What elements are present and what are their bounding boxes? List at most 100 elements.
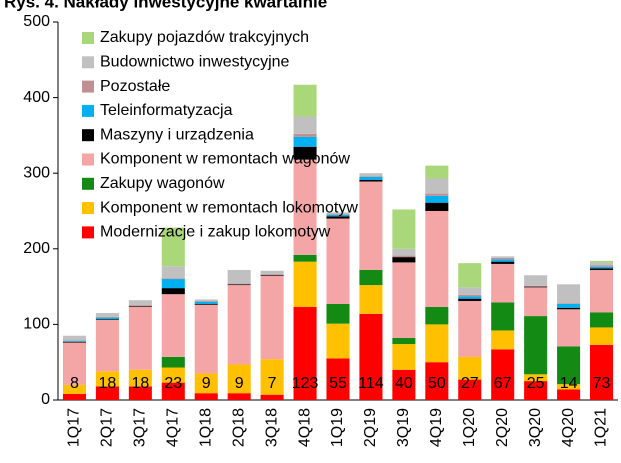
bar-segment	[260, 274, 284, 276]
bar-segment	[392, 209, 416, 249]
bar-segment	[227, 364, 251, 394]
bar-segment	[326, 214, 350, 215]
x-tick-label: 2Q19	[362, 408, 379, 447]
legend-swatch	[82, 153, 94, 166]
bar-segment	[590, 268, 614, 270]
bar-segment	[161, 294, 185, 357]
bar-segment	[359, 176, 383, 177]
bar-segment	[425, 307, 449, 325]
bar-segment	[425, 165, 449, 179]
data-label: 73	[593, 375, 611, 392]
bar-segment	[458, 298, 482, 301]
y-tick-label: 500	[23, 13, 50, 30]
legend-label: Budownictwo inwestycyjne	[100, 54, 290, 71]
x-tick-label: 4Q20	[560, 408, 577, 447]
data-label: 9	[235, 375, 244, 392]
x-tick-label: 4Q19	[428, 408, 445, 447]
x-tick-label: 2Q18	[230, 408, 247, 447]
x-tick-label: 1Q19	[329, 408, 346, 447]
bar-segment	[458, 294, 482, 297]
bar-segment	[392, 369, 416, 400]
bar-segment	[524, 275, 548, 286]
data-label: 55	[329, 375, 347, 392]
legend-label: Zakupy pojazdów trakcyjnych	[100, 29, 309, 46]
bar-segment	[491, 259, 515, 262]
bar-segment	[293, 159, 317, 255]
x-tick-label: 3Q20	[527, 408, 544, 447]
bar-segment	[161, 278, 185, 280]
bar-segment	[392, 262, 416, 339]
x-tick-label: 2Q20	[494, 408, 511, 447]
bar-segment	[326, 303, 350, 324]
bar-segment	[425, 202, 449, 211]
x-tick-label: 1Q17	[66, 408, 83, 447]
legend-label: Teleinformatyzacja	[100, 102, 233, 119]
legend-label: Pozostałe	[100, 78, 170, 95]
bar-segment	[95, 317, 119, 320]
bar-segment	[293, 254, 317, 262]
bar-segment	[161, 279, 185, 289]
bar-segment	[524, 381, 548, 400]
x-tick-label: 3Q18	[263, 408, 280, 447]
bar-segment	[524, 287, 548, 317]
bar-segment	[62, 384, 86, 394]
bar-segment	[392, 257, 416, 263]
bar-segment	[62, 341, 86, 343]
bar-segment	[590, 269, 614, 313]
bar-segment	[359, 180, 383, 182]
data-label: 25	[527, 375, 545, 392]
bar-segment	[359, 176, 383, 181]
data-label: 14	[560, 375, 578, 392]
bar-segment	[161, 382, 185, 400]
bar-segment	[590, 262, 614, 266]
bar-segment	[227, 269, 251, 284]
bar-segment	[293, 84, 317, 117]
data-label: 18	[99, 375, 117, 392]
data-label: 114	[358, 375, 384, 392]
bar-segment	[425, 324, 449, 363]
bar-segment	[458, 263, 482, 288]
bar-segment	[425, 193, 449, 196]
bar-segment	[557, 309, 581, 347]
bar-segment	[161, 288, 185, 295]
bar-segment	[491, 261, 515, 264]
bar-segment	[326, 358, 350, 400]
legend-label: Komponent w remontach wagonów	[100, 151, 350, 168]
bar-segment	[524, 374, 548, 382]
bar-segment	[227, 285, 251, 365]
bar-segment	[326, 212, 350, 215]
legend-swatch	[82, 202, 94, 215]
bar-segment	[491, 257, 515, 260]
y-tick-label: 200	[23, 240, 50, 257]
bar-segment	[326, 323, 350, 359]
bar-segment	[458, 287, 482, 295]
x-tick-label: 1Q21	[593, 408, 610, 447]
bar-segment	[293, 261, 317, 308]
bar-segment	[425, 211, 449, 308]
bar-segment	[425, 178, 449, 194]
bar-segment	[227, 283, 251, 285]
bar-segment	[128, 386, 152, 400]
x-tick-label: 1Q18	[197, 408, 214, 447]
bar-segment	[95, 319, 119, 372]
bar-segment	[128, 306, 152, 308]
y-tick-label: 400	[23, 89, 50, 106]
bar-segment	[260, 275, 284, 277]
bar-segment	[491, 302, 515, 331]
x-tick-label: 3Q19	[395, 408, 412, 447]
bar-segment	[524, 285, 548, 287]
bar-segment	[161, 227, 185, 267]
bar-segment	[326, 218, 350, 304]
bar-segment	[359, 181, 383, 270]
legend-swatch	[82, 177, 94, 190]
bar-segment	[95, 319, 119, 320]
bar-segment	[227, 284, 251, 286]
bar-segment	[260, 359, 284, 395]
bar-segment	[260, 394, 284, 400]
legend-label: Komponent w remontach lokomotyw	[100, 199, 358, 216]
bar-segment	[359, 269, 383, 286]
data-label: 50	[428, 375, 446, 392]
chart-title: Rys. 4. Nakłady inwestycyjne kwartalnie	[4, 0, 327, 11]
bar-segment	[425, 362, 449, 400]
bar-segment	[590, 344, 614, 400]
